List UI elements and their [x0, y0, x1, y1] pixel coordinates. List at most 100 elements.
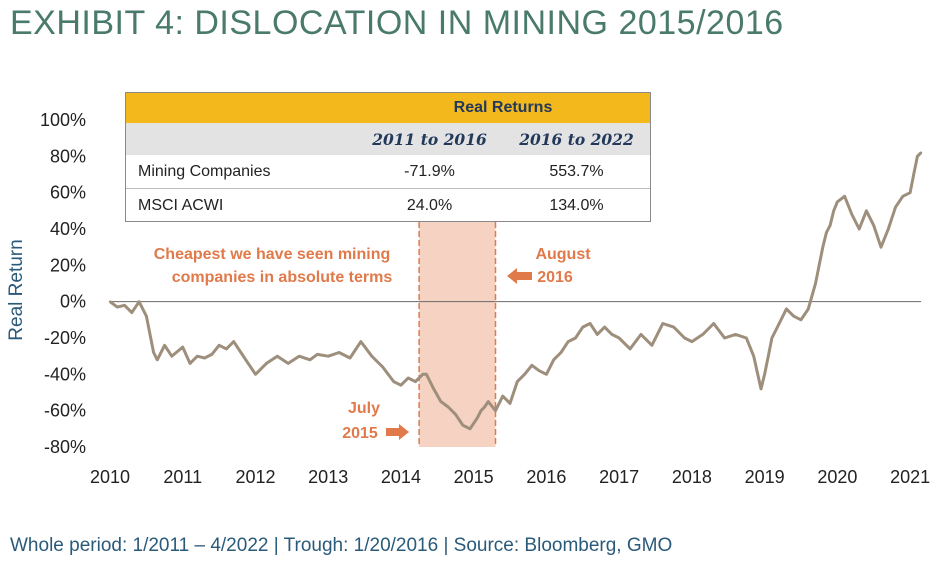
row-label: Mining Companies — [138, 162, 271, 180]
table-column-headers: 2011 to 2016 2016 to 2022 — [126, 123, 650, 155]
data-point — [745, 336, 748, 340]
data-point — [254, 373, 257, 376]
data-point — [588, 322, 592, 325]
data-point — [337, 351, 341, 354]
data-point — [421, 373, 424, 376]
y-axis: -80% -60% -40% -20% 0% 20% 40% 60% 80% 100% — [40, 110, 86, 457]
x-tick-label: 2015 — [454, 467, 494, 487]
y-axis-label: Real Return — [6, 239, 27, 340]
x-tick-label: 2019 — [745, 467, 785, 487]
data-point — [843, 195, 846, 198]
data-point — [567, 340, 570, 343]
row-value: 553.7% — [549, 162, 604, 180]
data-point — [494, 409, 497, 412]
data-point — [181, 345, 184, 349]
data-point — [581, 325, 584, 329]
data-point — [203, 356, 206, 360]
column-header: 2016 to 2022 — [519, 129, 634, 149]
highlight-band — [419, 222, 496, 447]
x-tick-label: 2016 — [526, 467, 566, 487]
y-tick-label: 60% — [50, 183, 86, 203]
data-point — [734, 333, 737, 336]
table-header: Real Returns — [126, 93, 650, 123]
data-point — [574, 336, 577, 340]
x-tick-label: 2012 — [235, 467, 275, 487]
data-point — [701, 333, 704, 336]
data-point — [392, 380, 395, 383]
data-point — [596, 333, 599, 336]
data-point — [425, 373, 428, 376]
real-returns-table: Real Returns 2011 to 2016 2016 to 2022 M… — [125, 92, 651, 222]
data-point — [370, 354, 374, 358]
row-value: -71.9% — [404, 162, 455, 180]
data-point — [523, 373, 526, 376]
annotation-cheapest-line2: companies in absolute terms — [172, 269, 393, 286]
data-point — [912, 173, 915, 176]
data-point — [770, 336, 774, 340]
data-point — [170, 354, 174, 358]
footnote: Whole period: 1/2011 – 4/2022 | Trough: … — [10, 535, 673, 556]
data-point — [712, 322, 715, 325]
data-point — [879, 245, 883, 249]
data-point — [807, 307, 810, 311]
data-point — [516, 380, 519, 383]
data-point — [487, 400, 490, 403]
data-point — [137, 300, 141, 303]
data-point — [836, 200, 839, 203]
x-tick-label: 2011 — [163, 467, 202, 487]
data-point — [130, 311, 134, 314]
table-row: Mining Companies -71.9% 553.7% — [126, 155, 650, 188]
data-point — [650, 344, 654, 347]
data-point — [468, 427, 472, 431]
data-point — [887, 227, 890, 231]
data-point — [617, 336, 621, 340]
series-points — [108, 151, 923, 431]
data-point — [799, 318, 803, 322]
data-point — [545, 373, 548, 376]
arrow-left-icon — [507, 268, 532, 284]
data-point — [483, 405, 486, 409]
data-point — [399, 384, 403, 387]
data-point — [530, 364, 534, 367]
data-point — [850, 213, 854, 216]
data-point — [108, 300, 112, 303]
data-point — [123, 304, 126, 307]
data-point — [479, 409, 483, 412]
data-point — [537, 369, 541, 372]
x-tick-label: 2018 — [672, 467, 712, 487]
data-point — [276, 354, 279, 358]
data-point — [265, 362, 268, 365]
data-point — [759, 387, 763, 391]
y-tick-label: -80% — [44, 437, 86, 457]
data-point — [152, 351, 155, 354]
data-point — [381, 365, 384, 369]
data-point — [559, 351, 563, 354]
data-point — [316, 353, 319, 356]
data-point — [832, 209, 835, 213]
x-tick-label: 2013 — [308, 467, 348, 487]
x-tick-label: 2010 — [90, 467, 130, 487]
arrow-right-icon — [386, 424, 409, 440]
data-point — [821, 245, 825, 249]
y-tick-label: 20% — [50, 255, 86, 275]
data-point — [603, 325, 606, 329]
y-tick-label: 40% — [50, 219, 86, 239]
data-point — [672, 325, 675, 329]
data-point — [348, 356, 352, 360]
data-point — [297, 354, 301, 358]
data-point — [908, 191, 912, 194]
data-point — [919, 151, 923, 154]
data-point — [857, 227, 861, 231]
data-point — [610, 333, 614, 336]
data-point — [232, 340, 235, 343]
table-title: Real Returns — [453, 99, 553, 116]
y-tick-label: 80% — [50, 146, 86, 166]
data-point — [447, 405, 450, 409]
data-point — [156, 358, 159, 361]
data-point — [628, 347, 632, 351]
x-tick-label: 2014 — [381, 467, 421, 487]
data-point — [767, 354, 770, 358]
annotation-july-line1: July — [348, 400, 380, 417]
data-point — [752, 354, 755, 358]
data-point — [865, 209, 868, 213]
